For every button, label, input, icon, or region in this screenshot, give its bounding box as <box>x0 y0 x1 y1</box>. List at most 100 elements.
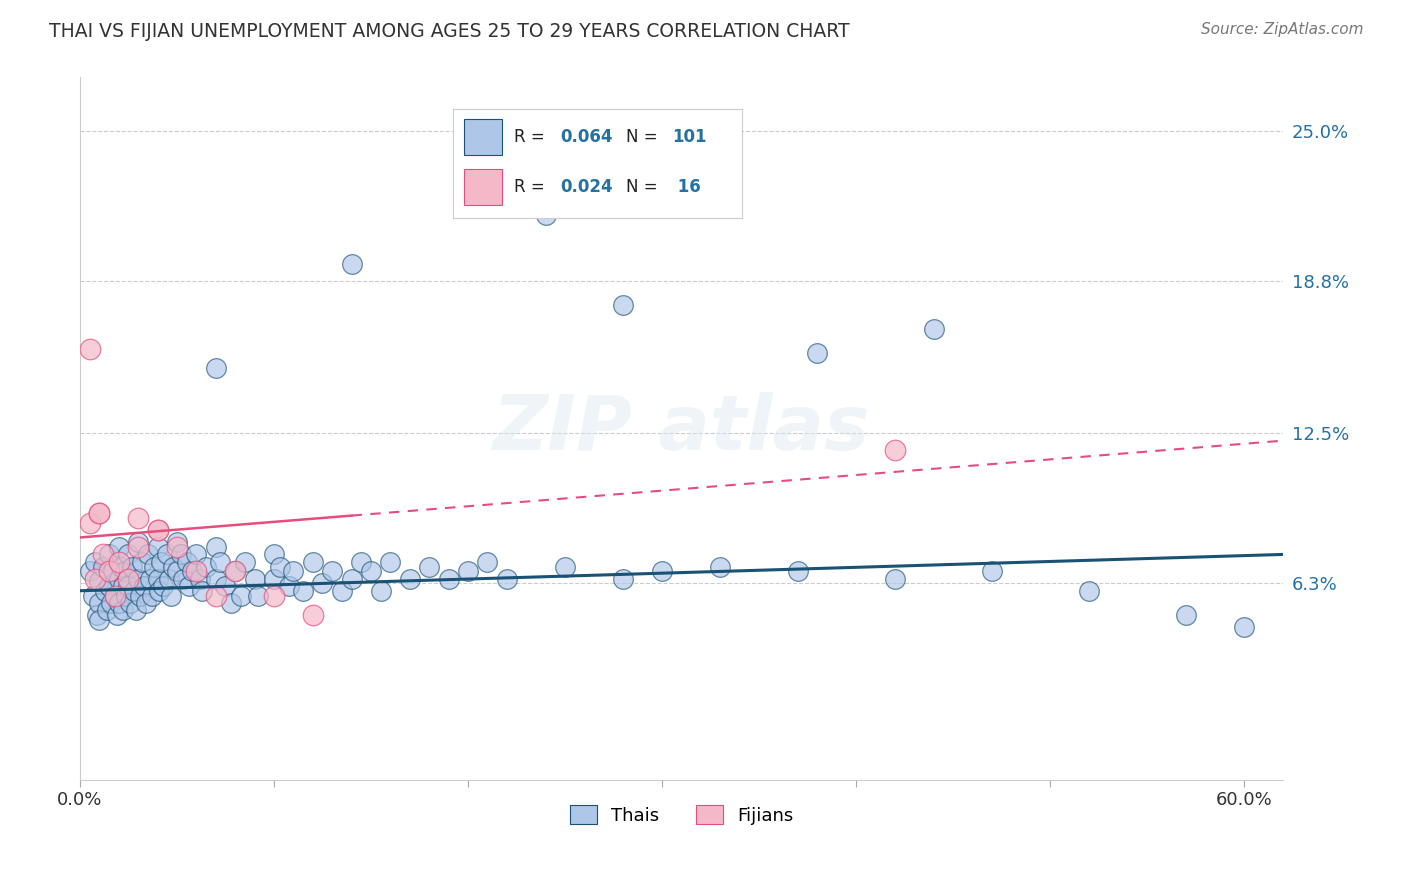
Point <box>107 596 129 610</box>
Point <box>418 559 440 574</box>
Point <box>84 572 107 586</box>
Point <box>612 572 634 586</box>
Point <box>360 565 382 579</box>
Point <box>160 589 183 603</box>
Point <box>263 589 285 603</box>
Point <box>96 603 118 617</box>
Point <box>188 572 211 586</box>
Point <box>330 583 353 598</box>
Point <box>101 565 124 579</box>
Point <box>127 511 149 525</box>
Point <box>370 583 392 598</box>
Point <box>115 589 138 603</box>
Point <box>186 548 208 562</box>
Point <box>94 583 117 598</box>
Text: THAI VS FIJIAN UNEMPLOYMENT AMONG AGES 25 TO 29 YEARS CORRELATION CHART: THAI VS FIJIAN UNEMPLOYMENT AMONG AGES 2… <box>49 22 849 41</box>
Point <box>98 579 121 593</box>
Point <box>224 565 246 579</box>
Point <box>86 607 108 622</box>
Point <box>91 548 114 562</box>
Point <box>229 589 252 603</box>
Point <box>1078 583 1101 598</box>
Point <box>283 565 305 579</box>
Point <box>111 603 134 617</box>
Point <box>301 607 323 622</box>
Point <box>98 565 121 579</box>
Point <box>884 443 907 458</box>
Point <box>150 555 173 569</box>
Point <box>340 257 363 271</box>
Point <box>214 579 236 593</box>
Point <box>111 579 134 593</box>
Point <box>612 298 634 312</box>
Point <box>263 572 285 586</box>
Point <box>496 572 519 586</box>
Point <box>292 583 315 598</box>
Point <box>89 574 111 588</box>
Point <box>301 555 323 569</box>
Point <box>79 565 101 579</box>
Point <box>79 342 101 356</box>
Point <box>204 589 226 603</box>
Point <box>139 572 162 586</box>
Point <box>157 572 180 586</box>
Point <box>166 565 188 579</box>
Point <box>107 555 129 569</box>
Point <box>136 548 159 562</box>
Point <box>554 559 576 574</box>
Point <box>98 548 121 562</box>
Point <box>141 589 163 603</box>
Point <box>107 540 129 554</box>
Point <box>100 596 122 610</box>
Point <box>398 572 420 586</box>
Point <box>127 535 149 549</box>
Point <box>129 589 152 603</box>
Point <box>172 572 194 586</box>
Point <box>146 523 169 537</box>
Point <box>195 559 218 574</box>
Point <box>321 565 343 579</box>
Point <box>204 572 226 586</box>
Legend: Thais, Fijians: Thais, Fijians <box>561 797 803 834</box>
Point <box>204 361 226 376</box>
Point <box>89 596 111 610</box>
Point <box>176 555 198 569</box>
Point <box>269 559 291 574</box>
Point <box>166 535 188 549</box>
Point <box>107 572 129 586</box>
Point <box>110 559 132 574</box>
Point <box>142 559 165 574</box>
Point <box>114 565 136 579</box>
Point <box>117 572 139 586</box>
Point <box>534 209 557 223</box>
Point <box>117 579 139 593</box>
Point <box>922 322 945 336</box>
Point <box>311 576 333 591</box>
Point <box>208 555 231 569</box>
Point <box>91 559 114 574</box>
Point <box>437 572 460 586</box>
Point <box>127 572 149 586</box>
Point <box>233 555 256 569</box>
Point <box>1175 607 1198 622</box>
Point <box>181 565 204 579</box>
Point <box>177 579 200 593</box>
Point <box>117 548 139 562</box>
Point <box>82 589 104 603</box>
Point <box>477 555 499 569</box>
Point <box>120 596 142 610</box>
Point <box>89 506 111 520</box>
Point <box>127 540 149 554</box>
Point <box>89 506 111 520</box>
Point <box>131 555 153 569</box>
Point <box>146 523 169 537</box>
Point <box>247 589 270 603</box>
Point <box>89 613 111 627</box>
Point <box>350 555 373 569</box>
Point <box>148 583 170 598</box>
Point <box>709 559 731 574</box>
Point <box>243 572 266 586</box>
Point <box>132 579 155 593</box>
Point <box>146 572 169 586</box>
Point <box>651 565 673 579</box>
